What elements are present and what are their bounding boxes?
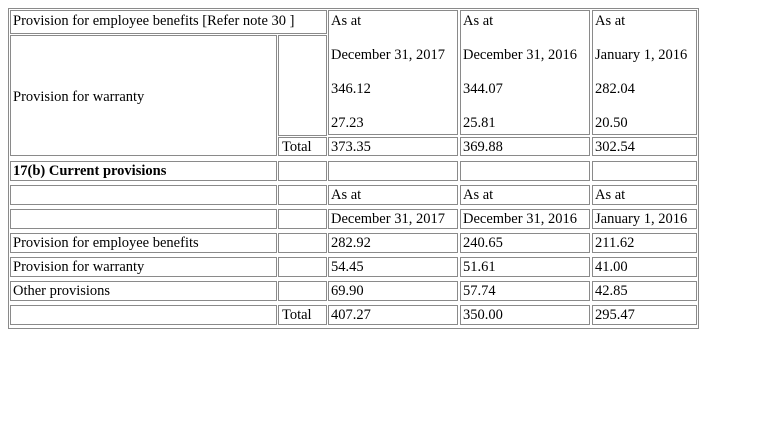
value-cell: 51.61 (460, 257, 590, 277)
total-2016jan-a: 302.54 (592, 137, 697, 156)
empty-cell (10, 209, 277, 229)
label-employee-benefits-note: Provision for employee benefits [Refer n… (10, 10, 327, 34)
section-b-heading: 17(b) Current provisions (10, 161, 277, 181)
row-label: Provision for employee benefits (10, 233, 277, 253)
total-2016-b: 350.00 (460, 305, 590, 325)
empty-cell (460, 161, 590, 181)
total-label-b: Total (278, 305, 327, 325)
empty-cell (592, 161, 697, 181)
empty-cell (10, 305, 277, 325)
row-label: Provision for warranty (10, 257, 277, 277)
empty-cell (278, 35, 327, 136)
empty-cell (10, 185, 277, 205)
total-label-a: Total (278, 137, 327, 156)
value-cell: 54.45 (328, 257, 458, 277)
header-as-at-2017: As at (328, 185, 458, 205)
empty-cell (278, 233, 327, 253)
total-2017-a: 373.35 (328, 137, 458, 156)
empty-cell (278, 185, 327, 205)
value-cell: 211.62 (592, 233, 697, 253)
col-2016jan-a: As at January 1, 2016 282.04 20.50 (592, 10, 697, 135)
header-as-at-2016: As at (460, 185, 590, 205)
value-cell: 42.85 (592, 281, 697, 301)
empty-cell (278, 161, 327, 181)
total-2017-b: 407.27 (328, 305, 458, 325)
empty-cell (278, 281, 327, 301)
row-label: Other provisions (10, 281, 277, 301)
provisions-table (8, 8, 699, 329)
col-2016-a: As at December 31, 2016 344.07 25.81 (460, 10, 590, 135)
value-cell: 41.00 (592, 257, 697, 277)
header-date-2016jan: January 1, 2016 (592, 209, 697, 229)
value-cell: 240.65 (460, 233, 590, 253)
value-cell: 69.90 (328, 281, 458, 301)
empty-cell (278, 257, 327, 277)
label-block-warranty: Provision for warranty (10, 35, 277, 156)
total-2016jan-b: 295.47 (592, 305, 697, 325)
empty-cell (278, 209, 327, 229)
col-2017-a: As at December 31, 2017 346.12 27.23 (328, 10, 458, 135)
value-cell: 282.92 (328, 233, 458, 253)
header-date-2017: December 31, 2017 (328, 209, 458, 229)
header-date-2016: December 31, 2016 (460, 209, 590, 229)
value-cell: 57.74 (460, 281, 590, 301)
empty-cell (328, 161, 458, 181)
header-as-at-2016jan: As at (592, 185, 697, 205)
total-2016-a: 369.88 (460, 137, 590, 156)
